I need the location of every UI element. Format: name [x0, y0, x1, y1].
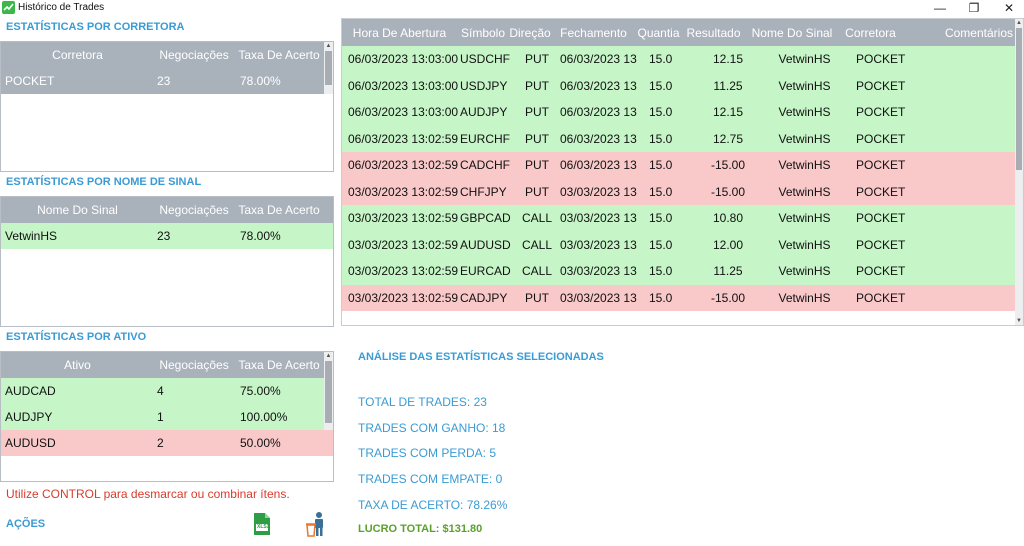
broker-scrollbar[interactable]: ▲	[324, 42, 333, 94]
table-row[interactable]: VetwinHS 23 78.00%	[1, 223, 333, 249]
close-button[interactable]: ✕	[1003, 1, 1015, 15]
maximize-button[interactable]: ❐	[968, 1, 980, 15]
analysis-title: ANÁLISE DAS ESTATÍSTICAS SELECIONADAS	[358, 351, 604, 363]
signal-table-header: Nome Do Sinal Negociações Taxa De Acerto	[1, 197, 333, 223]
trades-scrollbar[interactable]: ▲ ▼	[1015, 19, 1023, 325]
col-corretora[interactable]: Corretora	[845, 25, 896, 40]
col-simbolo[interactable]: Símbolo	[460, 25, 506, 40]
broker-stats-title: ESTATÍSTICAS POR CORRETORA	[6, 21, 185, 33]
asset-scrollbar[interactable]: ▲	[324, 352, 333, 430]
scroll-thumb[interactable]	[1016, 28, 1022, 170]
col-negociacoes[interactable]: Negociações	[159, 358, 229, 372]
col-resultado[interactable]: Resultado	[686, 25, 741, 40]
col-direcao[interactable]: Direção	[509, 25, 551, 40]
col-nome-sinal[interactable]: Nome Do Sinal	[37, 203, 118, 217]
scroll-up-icon[interactable]: ▲	[1016, 20, 1022, 26]
win-rate-stat: TAXA DE ACERTO: 78.26%	[358, 498, 508, 512]
draw-trades-stat: TRADES COM EMPATE: 0	[358, 472, 503, 486]
title-bar: Histórico de Trades — ❐ ✕	[0, 0, 1024, 16]
table-row[interactable]: 06/03/2023 13:02:59 CADCHF PUT 06/03/202…	[342, 152, 1023, 179]
scroll-thumb[interactable]	[325, 51, 332, 85]
scroll-down-icon[interactable]: ▼	[1016, 318, 1022, 324]
app-logo-icon	[2, 1, 15, 14]
winning-trades-stat: TRADES COM GANHO: 18	[358, 421, 506, 435]
table-row[interactable]: 03/03/2023 13:02:59 AUDUSD CALL 03/03/20…	[342, 231, 1023, 258]
col-taxa-acerto[interactable]: Taxa De Acerto	[238, 48, 320, 62]
minimize-button[interactable]: —	[934, 1, 946, 15]
col-comentarios[interactable]: Comentários	[944, 25, 1013, 40]
table-row[interactable]: 03/03/2023 13:02:59 EURCAD CALL 03/03/20…	[342, 258, 1023, 285]
table-row[interactable]: POCKET 23 78.00%	[1, 68, 333, 94]
table-row[interactable]: AUDUSD 2 50.00%	[1, 430, 333, 456]
trades-table-header: Hora De Abertura Símbolo Direção Fechame…	[342, 19, 1023, 46]
table-row[interactable]: 06/03/2023 13:03:00 USDJPY PUT 06/03/202…	[342, 72, 1023, 99]
broker-stats-table[interactable]: Corretora Negociações Taxa De Acerto POC…	[0, 41, 334, 172]
col-negociacoes[interactable]: Negociações	[159, 203, 229, 217]
col-taxa-acerto[interactable]: Taxa De Acerto	[238, 358, 320, 372]
table-row[interactable]: 06/03/2023 13:02:59 EURCHF PUT 06/03/202…	[342, 125, 1023, 152]
col-corretora[interactable]: Corretora	[52, 48, 103, 62]
asset-table-header: Ativo Negociações Taxa De Acerto	[1, 352, 333, 378]
trades-table[interactable]: Hora De Abertura Símbolo Direção Fechame…	[341, 18, 1024, 326]
col-hora-abertura[interactable]: Hora De Abertura	[352, 25, 447, 40]
broker-table-header: Corretora Negociações Taxa De Acerto	[1, 42, 333, 68]
col-quantia[interactable]: Quantia	[637, 25, 680, 40]
table-row[interactable]: AUDCAD 4 75.00%	[1, 378, 333, 404]
table-row[interactable]: 06/03/2023 13:03:00 USDCHF PUT 06/03/202…	[342, 46, 1023, 73]
scroll-up-icon[interactable]: ▲	[325, 353, 332, 359]
trash-user-icon[interactable]	[305, 511, 329, 537]
scroll-thumb[interactable]	[325, 361, 332, 423]
xlsx-label: XLSX	[257, 524, 271, 530]
table-row[interactable]: 06/03/2023 13:03:00 AUDJPY PUT 06/03/202…	[342, 99, 1023, 126]
excel-export-icon[interactable]: XLSX	[251, 512, 273, 536]
asset-stats-table[interactable]: Ativo Negociações Taxa De Acerto AUDCAD …	[0, 351, 334, 482]
signal-stats-table[interactable]: Nome Do Sinal Negociações Taxa De Acerto…	[0, 196, 334, 327]
table-row[interactable]: AUDJPY 1 100.00%	[1, 404, 333, 430]
col-fechamento[interactable]: Fechamento	[560, 25, 627, 40]
signal-stats-title: ESTATÍSTICAS POR NOME DE SINAL	[6, 176, 202, 188]
losing-trades-stat: TRADES COM PERDA: 5	[358, 446, 497, 460]
total-trades-stat: TOTAL DE TRADES: 23	[358, 395, 487, 409]
table-row[interactable]: 03/03/2023 13:02:59 GBPCAD CALL 03/03/20…	[342, 205, 1023, 232]
total-profit-stat: LUCRO TOTAL: $131.80	[358, 523, 483, 535]
scroll-up-icon[interactable]: ▲	[325, 43, 332, 49]
window-title: Histórico de Trades	[18, 2, 105, 13]
col-nome-sinal[interactable]: Nome Do Sinal	[751, 25, 833, 40]
col-negociacoes[interactable]: Negociações	[159, 48, 229, 62]
table-row[interactable]: 03/03/2023 13:02:59 CADJPY PUT 03/03/202…	[342, 284, 1023, 311]
table-row[interactable]: 03/03/2023 13:02:59 CHFJPY PUT 03/03/202…	[342, 178, 1023, 205]
multi-select-hint: Utilize CONTROL para desmarcar ou combin…	[6, 487, 290, 501]
asset-stats-title: ESTATÍSTICAS POR ATIVO	[6, 331, 147, 343]
actions-title: AÇÕES	[6, 518, 46, 530]
col-taxa-acerto[interactable]: Taxa De Acerto	[238, 203, 320, 217]
col-ativo[interactable]: Ativo	[64, 358, 91, 372]
